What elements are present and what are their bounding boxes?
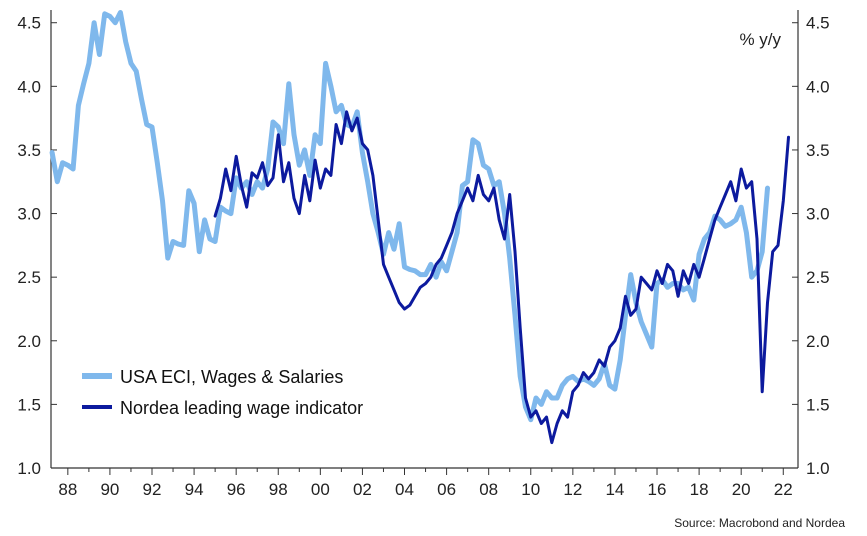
x-tick-label: 08	[479, 480, 498, 499]
x-tick-label: 16	[648, 480, 667, 499]
x-tick-label: 12	[563, 480, 582, 499]
x-tick-label: 00	[311, 480, 330, 499]
x-tick-label: 02	[353, 480, 372, 499]
axes: 1.0 1.0 1.5 1.5 2.0 2.0 2.5 2.5 3.0 3.0 3.5 3.5 4.0 4…	[17, 10, 830, 499]
y-tick-label-right: 2.0	[806, 332, 830, 351]
x-tick-label: 20	[732, 480, 751, 499]
x-tick-label: 14	[605, 480, 624, 499]
x-tick-label: 92	[143, 480, 162, 499]
x-tick-label: 18	[690, 480, 709, 499]
y-tick-label-left: 3.0	[17, 205, 41, 224]
y-tick-label-left: 4.0	[17, 77, 41, 96]
y-tick-label-right: 2.5	[806, 268, 830, 287]
y-tick-label-right: 4.0	[806, 77, 830, 96]
y-tick-label-left: 2.0	[17, 332, 41, 351]
x-tick-label: 94	[185, 480, 204, 499]
y-tick-label-right: 1.0	[806, 459, 830, 478]
x-tick-label: 22	[774, 480, 793, 499]
y-tick-label-left: 4.5	[17, 14, 41, 33]
y-tick-label-left: 2.5	[17, 268, 41, 287]
series-line-nordea	[213, 110, 790, 445]
series-line-eci	[49, 10, 770, 423]
y-tick-label-left: 1.0	[17, 459, 41, 478]
y-tick-label-left: 1.5	[17, 395, 41, 414]
x-tick-label: 96	[227, 480, 246, 499]
x-tick-label: 06	[437, 480, 456, 499]
y-tick-label-right: 4.5	[806, 14, 830, 33]
x-tick-label: 98	[269, 480, 288, 499]
series-lines	[49, 10, 790, 445]
legend-label-eci: USA ECI, Wages & Salaries	[120, 367, 343, 387]
y-tick-label-right: 3.0	[806, 205, 830, 224]
x-tick-label: 90	[100, 480, 119, 499]
legend: USA ECI, Wages & Salaries Nordea leading…	[82, 367, 363, 418]
y-tick-label-right: 3.5	[806, 141, 830, 160]
legend-label-nordea: Nordea leading wage indicator	[120, 398, 363, 418]
y-tick-label-right: 1.5	[806, 395, 830, 414]
x-tick-label: 04	[395, 480, 414, 499]
unit-label: % y/y	[739, 30, 781, 49]
y-tick-label-left: 3.5	[17, 141, 41, 160]
x-tick-label: 10	[521, 480, 540, 499]
x-tick-label: 88	[58, 480, 77, 499]
source-note: Source: Macrobond and Nordea	[674, 516, 845, 530]
